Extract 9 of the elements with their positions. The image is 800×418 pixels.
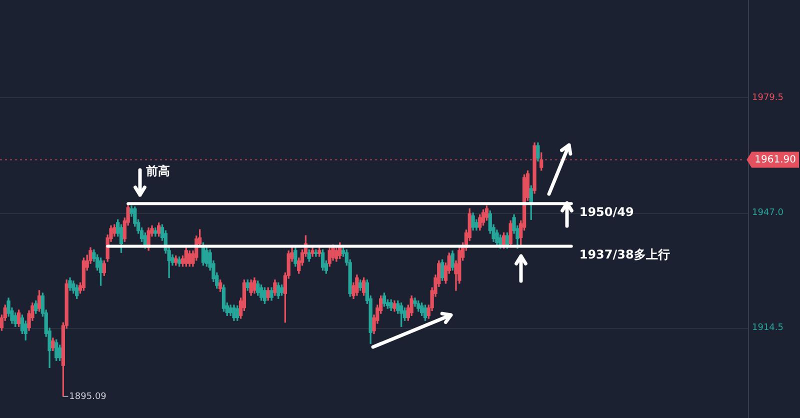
y-tick-label: 1979.5: [752, 92, 784, 103]
ref-line-label: 1961.90: [754, 154, 796, 166]
ref-line-label: 1937/38多上行: [579, 247, 670, 262]
ref-line-label: 1950/49: [579, 204, 634, 219]
y-tick-label: 1947.0: [752, 208, 784, 218]
annotation: 前高: [145, 164, 170, 178]
annotation: 1895.09: [69, 392, 107, 402]
y-tick-label: 1914.5: [752, 323, 784, 334]
candlestick: [314, 249, 318, 257]
